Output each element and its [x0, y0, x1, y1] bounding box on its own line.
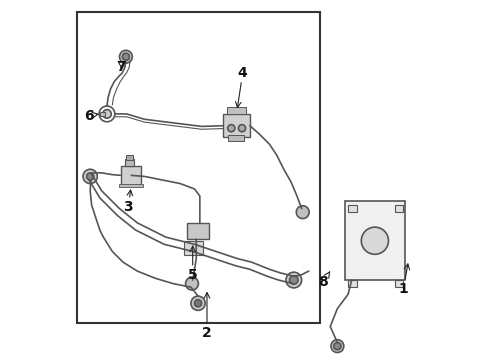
Bar: [226, 108, 246, 114]
Circle shape: [333, 342, 340, 350]
Bar: [394, 280, 403, 287]
Circle shape: [194, 300, 201, 307]
Text: 6: 6: [84, 109, 98, 123]
Bar: [119, 184, 142, 187]
Bar: [347, 280, 356, 287]
Bar: [183, 241, 203, 255]
Circle shape: [185, 277, 198, 290]
Bar: [347, 205, 356, 212]
Bar: [228, 135, 244, 141]
Text: 2: 2: [202, 293, 211, 340]
Circle shape: [296, 206, 308, 219]
Text: 3: 3: [123, 190, 133, 214]
Text: 8: 8: [318, 272, 329, 289]
Circle shape: [122, 53, 129, 60]
Text: 7: 7: [116, 60, 126, 75]
Bar: [77, 12, 319, 323]
Bar: [223, 114, 249, 137]
Text: 4: 4: [235, 66, 247, 108]
Bar: [125, 155, 133, 160]
Circle shape: [190, 296, 205, 310]
Bar: [100, 112, 105, 116]
Circle shape: [238, 125, 245, 132]
Circle shape: [361, 227, 387, 254]
Bar: [344, 202, 405, 280]
Circle shape: [83, 169, 97, 184]
Circle shape: [285, 272, 301, 288]
Circle shape: [289, 276, 298, 284]
Circle shape: [119, 50, 132, 63]
Circle shape: [102, 110, 111, 118]
Text: 5: 5: [187, 246, 197, 282]
Bar: [394, 205, 403, 212]
Text: 1: 1: [398, 264, 409, 296]
Circle shape: [330, 340, 343, 352]
Circle shape: [227, 125, 234, 132]
Bar: [121, 166, 141, 185]
Bar: [187, 223, 208, 239]
Bar: [124, 159, 134, 166]
Circle shape: [86, 173, 94, 180]
